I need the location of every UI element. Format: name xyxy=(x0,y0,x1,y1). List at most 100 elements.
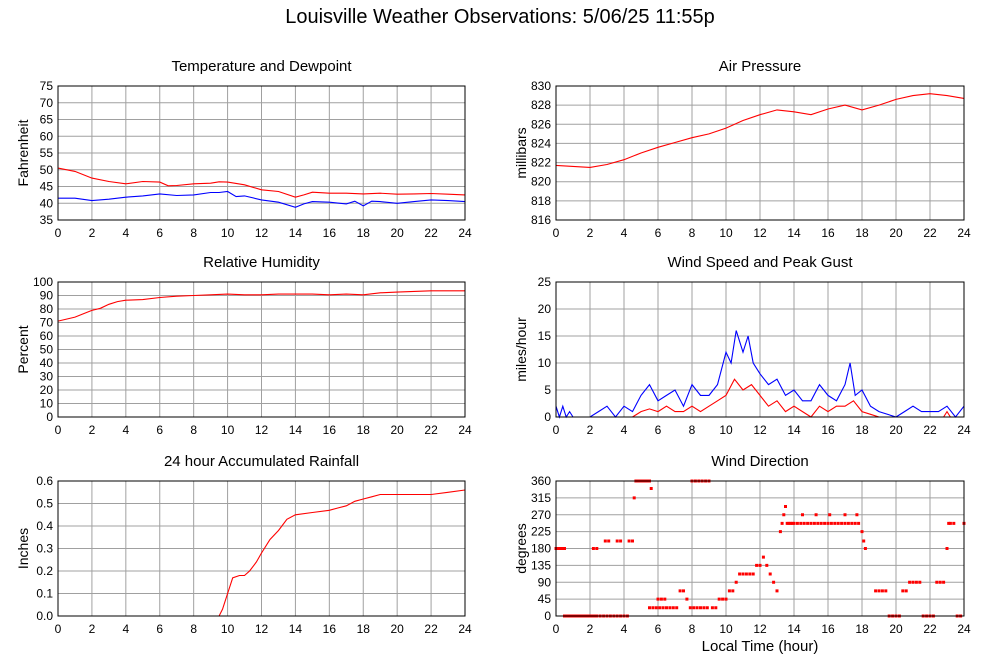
data-point xyxy=(819,521,823,525)
x-tick-label: 6 xyxy=(655,423,662,437)
chart-direction: 0 2 4 6 8 10 12 14 16 18 20 22 240459013518022527031… xyxy=(513,453,971,655)
y-tick-label: 40 xyxy=(40,356,54,370)
data-point xyxy=(802,521,806,525)
data-point xyxy=(751,572,755,576)
data-point xyxy=(685,597,689,601)
data-point xyxy=(727,589,731,593)
data-point xyxy=(717,597,721,601)
data-point xyxy=(855,513,859,517)
data-point xyxy=(908,580,912,584)
x-tick-label: 14 xyxy=(289,423,303,437)
y-axis-label: miles/hour xyxy=(513,317,529,382)
data-point xyxy=(935,580,939,584)
x-tick-label: 22 xyxy=(424,423,438,437)
data-point xyxy=(755,563,759,567)
chart-title: 24 hour Accumulated Rainfall xyxy=(164,453,359,470)
y-tick-label: 45 xyxy=(538,592,552,606)
x-tick-label: 8 xyxy=(190,423,197,437)
y-axis-label: millibars xyxy=(513,127,529,178)
data-point xyxy=(556,547,560,550)
series-line-1 xyxy=(58,190,466,208)
data-point xyxy=(744,572,748,576)
data-point xyxy=(615,539,619,543)
data-point xyxy=(631,539,634,543)
chart-temp: 0 2 4 6 8 10 12 14 16 18 20 22 24354045505560657075T… xyxy=(15,58,472,240)
y-tick-label: 25 xyxy=(538,275,552,289)
data-point xyxy=(765,563,769,567)
data-point xyxy=(787,521,791,525)
x-tick-label: 2 xyxy=(587,622,594,636)
x-tick-label: 12 xyxy=(255,226,269,240)
y-tick-label: 10 xyxy=(40,397,54,411)
y-tick-label: 0 xyxy=(46,410,53,424)
x-tick-label: 4 xyxy=(621,622,628,636)
series-line-0 xyxy=(57,167,466,198)
data-point xyxy=(659,597,663,601)
x-tick-label: 22 xyxy=(424,226,438,240)
data-point xyxy=(829,521,833,525)
x-tick-label: 6 xyxy=(655,622,662,636)
y-tick-label: 816 xyxy=(531,213,551,227)
x-tick-label: 2 xyxy=(587,226,594,240)
data-point xyxy=(695,606,699,610)
y-tick-label: 50 xyxy=(40,343,54,357)
y-tick-label: 60 xyxy=(40,329,54,343)
data-point xyxy=(792,521,796,525)
x-tick-label: 14 xyxy=(289,226,303,240)
x-tick-label: 6 xyxy=(156,622,163,636)
data-point xyxy=(654,606,658,610)
data-point xyxy=(789,521,793,525)
data-point xyxy=(561,547,565,550)
y-tick-label: 822 xyxy=(531,156,551,170)
data-point xyxy=(812,521,816,525)
x-tick-label: 0 xyxy=(553,622,560,636)
data-point xyxy=(947,521,951,525)
data-point xyxy=(710,606,714,610)
y-tick-label: 135 xyxy=(531,558,551,572)
x-tick-label: 22 xyxy=(424,622,438,636)
x-tick-label: 14 xyxy=(787,226,801,240)
x-tick-label: 10 xyxy=(719,226,733,240)
y-axis-label: Inches xyxy=(15,528,31,569)
plot-frame xyxy=(555,281,965,418)
data-point xyxy=(862,539,866,543)
chart-title: Wind Direction xyxy=(711,453,809,470)
data-point xyxy=(603,539,607,543)
data-point xyxy=(860,530,864,534)
data-point xyxy=(874,589,878,593)
x-tick-label: 4 xyxy=(122,423,129,437)
data-point xyxy=(671,606,675,610)
y-tick-label: 0.6 xyxy=(36,474,53,488)
y-tick-label: 225 xyxy=(531,525,551,539)
x-tick-label: 24 xyxy=(957,622,971,636)
data-point xyxy=(901,589,905,593)
data-point xyxy=(658,606,662,610)
y-tick-label: 0.4 xyxy=(36,519,53,533)
data-point xyxy=(942,580,946,584)
data-point xyxy=(731,589,735,593)
data-point xyxy=(627,539,631,543)
data-point xyxy=(724,597,728,601)
y-tick-label: 80 xyxy=(40,302,54,316)
data-point xyxy=(758,563,762,567)
x-tick-label: 12 xyxy=(753,622,767,636)
x-tick-label: 18 xyxy=(855,622,869,636)
y-tick-label: 828 xyxy=(531,98,551,112)
chart-rain: 0 2 4 6 8 10 12 14 16 18 20 22 240.00.10.20.30.40.50… xyxy=(15,453,472,636)
data-point xyxy=(843,521,847,525)
x-tick-label: 22 xyxy=(923,622,937,636)
data-point xyxy=(688,606,692,610)
x-tick-label: 20 xyxy=(889,622,903,636)
data-point xyxy=(911,580,915,584)
x-tick-label: 22 xyxy=(923,226,937,240)
data-point xyxy=(663,597,667,601)
x-tick-label: 18 xyxy=(357,423,371,437)
x-tick-label: 24 xyxy=(957,226,971,240)
data-point xyxy=(734,580,738,584)
data-point xyxy=(904,589,908,593)
x-tick-label: 14 xyxy=(787,622,801,636)
x-tick-label: 8 xyxy=(689,226,696,240)
x-tick-label: 8 xyxy=(689,423,696,437)
data-point xyxy=(952,521,956,525)
x-tick-label: 24 xyxy=(458,622,472,636)
